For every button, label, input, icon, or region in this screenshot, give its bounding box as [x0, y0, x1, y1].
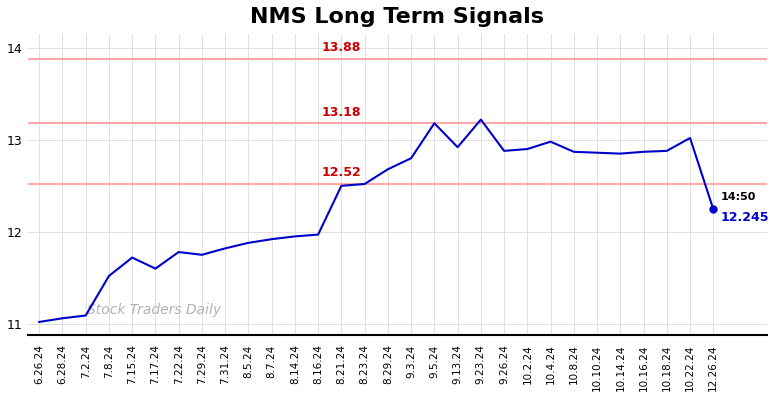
- Text: 14:50: 14:50: [720, 192, 756, 202]
- Text: 13.88: 13.88: [321, 41, 361, 54]
- Text: 12.245: 12.245: [720, 211, 769, 224]
- Title: NMS Long Term Signals: NMS Long Term Signals: [250, 7, 544, 27]
- Text: 12.52: 12.52: [321, 166, 361, 179]
- Text: Stock Traders Daily: Stock Traders Daily: [87, 303, 221, 317]
- Text: 13.18: 13.18: [321, 106, 361, 119]
